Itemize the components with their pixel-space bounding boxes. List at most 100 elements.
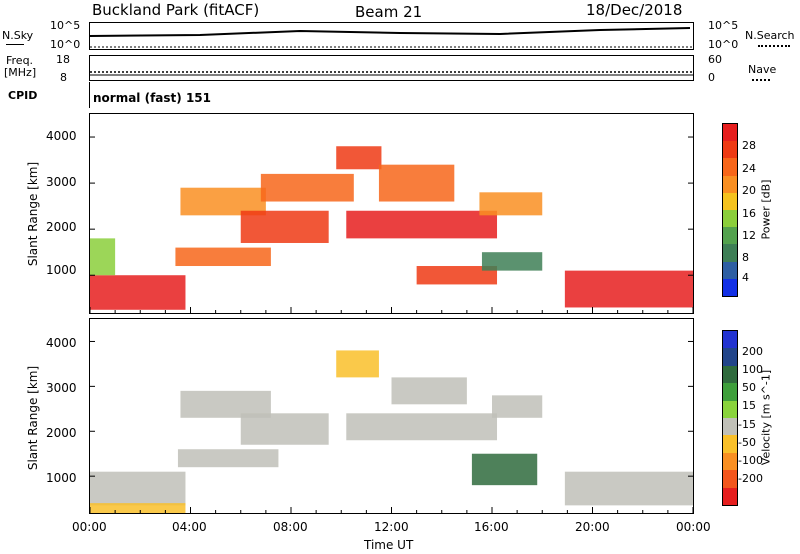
velocity-cbar-tick-200: 200 [742, 345, 763, 358]
nsky-trace [89, 27, 691, 37]
power-color-0 [723, 124, 737, 142]
power-cbar-tick-20: 20 [742, 184, 756, 197]
xlabel: Time UT [364, 538, 414, 552]
nsky-tick-min: 10^0 [50, 38, 81, 51]
xtick-2: 08:00 [273, 520, 308, 534]
power-region-8 [378, 164, 455, 202]
nsearch-tick-min: 10^0 [708, 38, 739, 51]
velocity-region-4 [240, 413, 329, 445]
power-region-5 [260, 173, 354, 202]
velocity-color-9 [723, 487, 737, 506]
power-region-1 [90, 238, 116, 276]
velocity-color-2 [723, 365, 737, 384]
velocity-cbar-tick-15: 15 [742, 399, 756, 412]
xtick-1: 04:00 [172, 520, 207, 534]
velocity-color-3 [723, 383, 737, 401]
velocity-region-6 [346, 413, 498, 441]
velocity-cbar-tick-100: 100 [742, 363, 763, 376]
velocity-color-7 [723, 452, 737, 471]
velocity-color-8 [723, 470, 737, 488]
velocity-region-2 [177, 449, 279, 468]
power-ytick-3000: 3000 [46, 175, 77, 189]
velocity-colorbar [722, 330, 738, 506]
nsky-label: N.Sky [2, 29, 34, 42]
power-ytick-1000: 1000 [46, 263, 77, 277]
power-cbar-tick-4: 4 [742, 271, 749, 284]
power-color-8 [723, 261, 737, 279]
power-region-9 [416, 266, 498, 285]
power-cbar-tick-28: 28 [742, 139, 756, 152]
date-title: 18/Dec/2018 [586, 1, 683, 19]
freq-panel [89, 55, 694, 81]
velocity-cbar-tick-50: 50 [742, 381, 756, 394]
power-region-0 [90, 275, 186, 310]
power-ytick-4000: 4000 [46, 129, 77, 143]
xtick-0: 00:00 [72, 520, 107, 534]
power-cbar-tick-8: 8 [742, 251, 749, 264]
freq-label: Freq. [6, 54, 34, 67]
power-cbar-tick-12: 12 [742, 229, 756, 242]
power-color-4 [723, 192, 737, 211]
power-color-6 [723, 227, 737, 245]
power-cbar-tick-24: 24 [742, 162, 756, 175]
xtick-6: 00:00 [676, 520, 711, 534]
xtick-3: 12:00 [374, 520, 409, 534]
power-color-1 [723, 141, 737, 159]
power-color-7 [723, 244, 737, 262]
power-region-2 [175, 247, 271, 267]
power-color-5 [723, 210, 737, 228]
nave-tick-max: 60 [708, 53, 722, 66]
velocity-cbar-tick-m15: -15 [738, 418, 756, 431]
velocity-color-4 [723, 400, 737, 419]
xtick-5: 20:00 [575, 520, 610, 534]
power-color-3 [723, 175, 737, 193]
velocity-region-8 [471, 453, 538, 486]
power-ytick-2000: 2000 [46, 220, 77, 234]
power-region-4 [240, 210, 329, 243]
cpid-marker [89, 82, 90, 108]
xtick-4: 16:00 [474, 520, 509, 534]
velocity-ytick-3000: 3000 [46, 381, 77, 395]
velocity-region-10 [564, 471, 693, 506]
power-region-12 [564, 270, 693, 308]
velocity-ytick-1000: 1000 [46, 471, 77, 485]
velocity-region-5 [336, 350, 379, 378]
nave-tick-min: 0 [708, 71, 715, 84]
freq-unit: [MHz] [4, 66, 37, 79]
nsearch-tick-max: 10^5 [708, 19, 739, 32]
velocity-color-1 [723, 348, 737, 366]
velocity-color-6 [723, 435, 737, 453]
nsky-line-icon [6, 44, 24, 45]
nsearch-dotted-icon [758, 45, 790, 47]
power-colorbar [722, 123, 738, 297]
velocity-region-9 [492, 395, 543, 418]
site-title: Buckland Park (fitACF) [92, 1, 260, 19]
velocity-cbar-tick-m100: -100 [738, 454, 763, 467]
cpid-label: CPID [8, 89, 38, 102]
freq-tick-max: 18 [56, 53, 70, 66]
nsky-tick-max: 10^5 [50, 19, 81, 32]
power-region-10 [481, 252, 543, 271]
freq-tick-min: 8 [60, 71, 67, 84]
power-color-9 [723, 278, 737, 297]
velocity-color-5 [723, 418, 737, 436]
velocity-cbar-tick-m50: -50 [738, 436, 756, 449]
velocity-region-0 [90, 471, 186, 506]
velocity-region-1 [90, 503, 186, 513]
nave-label: Nave [748, 63, 777, 76]
power-region-6 [336, 146, 382, 170]
power-region-11 [479, 192, 543, 216]
velocity-color-0 [723, 331, 737, 349]
power-region-7 [346, 210, 498, 239]
velocity-ytick-2000: 2000 [46, 426, 77, 440]
beam-title: Beam 21 [355, 3, 423, 21]
nave-dotted-icon [752, 79, 770, 81]
velocity-cbar-tick-m200: -200 [738, 472, 763, 485]
velocity-region-7 [391, 377, 467, 405]
cpid-value: normal (fast) 151 [93, 91, 211, 105]
power-cbar-tick-16: 16 [742, 207, 756, 220]
nsearch-label: N.Search [745, 29, 795, 42]
velocity-ytick-4000: 4000 [46, 336, 77, 350]
power-color-2 [723, 158, 737, 176]
